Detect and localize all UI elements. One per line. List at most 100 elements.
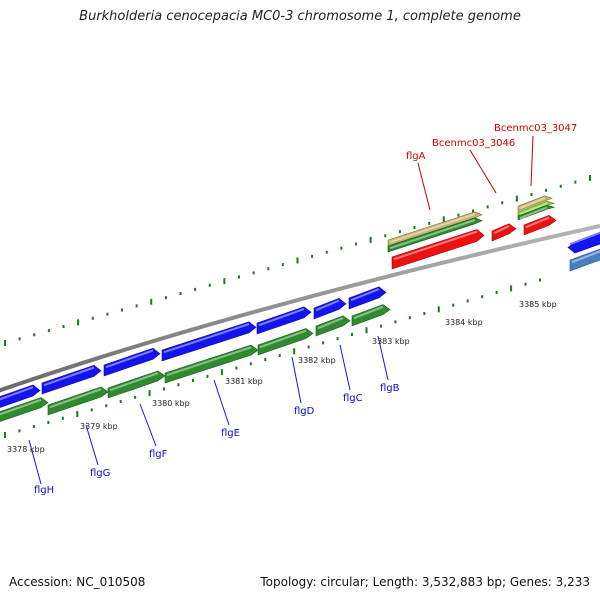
gene-highlight [166,346,252,377]
gene-body [103,347,161,377]
gene-highlight [43,366,95,387]
tick-marks [4,175,591,438]
kbp-label: 3380 kbp [152,399,190,408]
gene-body [315,315,351,337]
gene-arrow [47,386,109,416]
accession-text: Accession: NC_010508 [9,575,146,589]
gene-body [0,397,49,422]
genome-stats-text: Topology: circular; Length: 3,532,883 bp… [260,575,590,589]
gene-arrow [387,211,483,247]
gene-highlight [0,398,42,416]
gene-highlight [259,329,307,349]
gene-arrow [348,286,387,310]
gene-highlight [109,372,159,392]
label-leader-lines [28,135,534,485]
kbp-label: 3383 kbp [372,337,410,346]
gene-arrow [103,347,161,377]
kbp-label: 3378 kbp [7,445,45,454]
gene-arrow [523,215,557,236]
gene-body [41,364,102,395]
genome-backbone [0,224,600,393]
gene-body [491,223,517,242]
gene-body [567,232,600,254]
gene-label-flgD: flgD [294,406,315,417]
gene-highlight [519,197,546,210]
gene-arrow [164,344,259,384]
gene-highlight [389,213,476,244]
gene-body [257,328,314,356]
gene-body [348,286,387,310]
leader-line [85,424,99,466]
leader-line [291,356,302,404]
gene-highlight [49,388,102,409]
gene-body [313,298,347,320]
gene-label-bcenmc03-3047: Bcenmc03_3047 [494,123,577,134]
gene-label-flgA: flgA [406,151,426,162]
gene-label-flgC: flgC [343,393,363,404]
gene-highlight [493,225,510,235]
gene-body [0,384,41,408]
gene-highlight [350,288,380,302]
leader-line [530,135,534,187]
gene-arrow [257,328,314,356]
leader-line [339,344,351,391]
gene-arrow [517,200,556,217]
gene-highlight [0,386,34,401]
gene-arrow [0,397,49,422]
leader-line [377,335,389,381]
gene-arrow [569,248,600,272]
gene-label-flgE: flgE [221,428,240,439]
gene-features [0,195,600,422]
kbp-label: 3382 kbp [298,356,336,365]
gene-highlight [353,305,384,320]
gene-arrow [107,370,166,399]
gene-arrow [313,298,347,320]
gene-arrow [315,315,351,337]
leader-line [139,403,157,447]
kbp-label: 3379 kbp [80,422,118,431]
gene-arrow [387,217,483,253]
gene-arrow [567,231,600,254]
gene-arrow [491,223,517,242]
gene-highlight [258,308,305,327]
leader-line [469,149,497,194]
gene-arrow [0,384,41,408]
gene-arrow [161,321,257,362]
gene-highlight [105,349,154,369]
gene-label-flgF: flgF [149,449,168,460]
gene-arrow [517,204,556,221]
gene-label-bcenmc03-3046: Bcenmc03_3046 [432,138,515,149]
leader-line [417,162,431,211]
gene-body [391,229,485,270]
gene-highlight [393,230,478,261]
gene-body [47,386,109,416]
gene-highlight [519,206,548,220]
gene-label-flgB: flgB [380,383,400,394]
gene-label-flgH: flgH [34,485,54,496]
page-title: Burkholderia cenocepacia MC0-3 chromosom… [79,9,521,24]
gene-body [523,215,557,236]
gene-label-flgG: flgG [90,468,110,479]
gene-arrow [351,304,391,327]
gene-highlight [525,216,550,229]
gene-highlight [571,250,600,264]
gene-body [161,321,257,362]
gene-highlight [519,202,548,216]
gene-highlight [315,299,340,312]
gene-arrow [391,229,485,270]
gene-body [256,306,312,335]
leader-line [213,379,230,426]
gene-body [351,304,391,327]
kbp-label: 3384 kbp [445,318,483,327]
gene-arrow [256,306,312,335]
kbp-label: 3385 kbp [519,300,557,309]
leader-line [28,439,42,485]
gene-highlight [569,231,600,246]
gene-highlight [389,219,476,250]
gene-body [107,370,166,399]
gene-highlight [163,323,250,354]
gene-highlight [317,317,344,330]
kbp-label: 3381 kbp [225,377,263,386]
gene-body [164,344,259,384]
